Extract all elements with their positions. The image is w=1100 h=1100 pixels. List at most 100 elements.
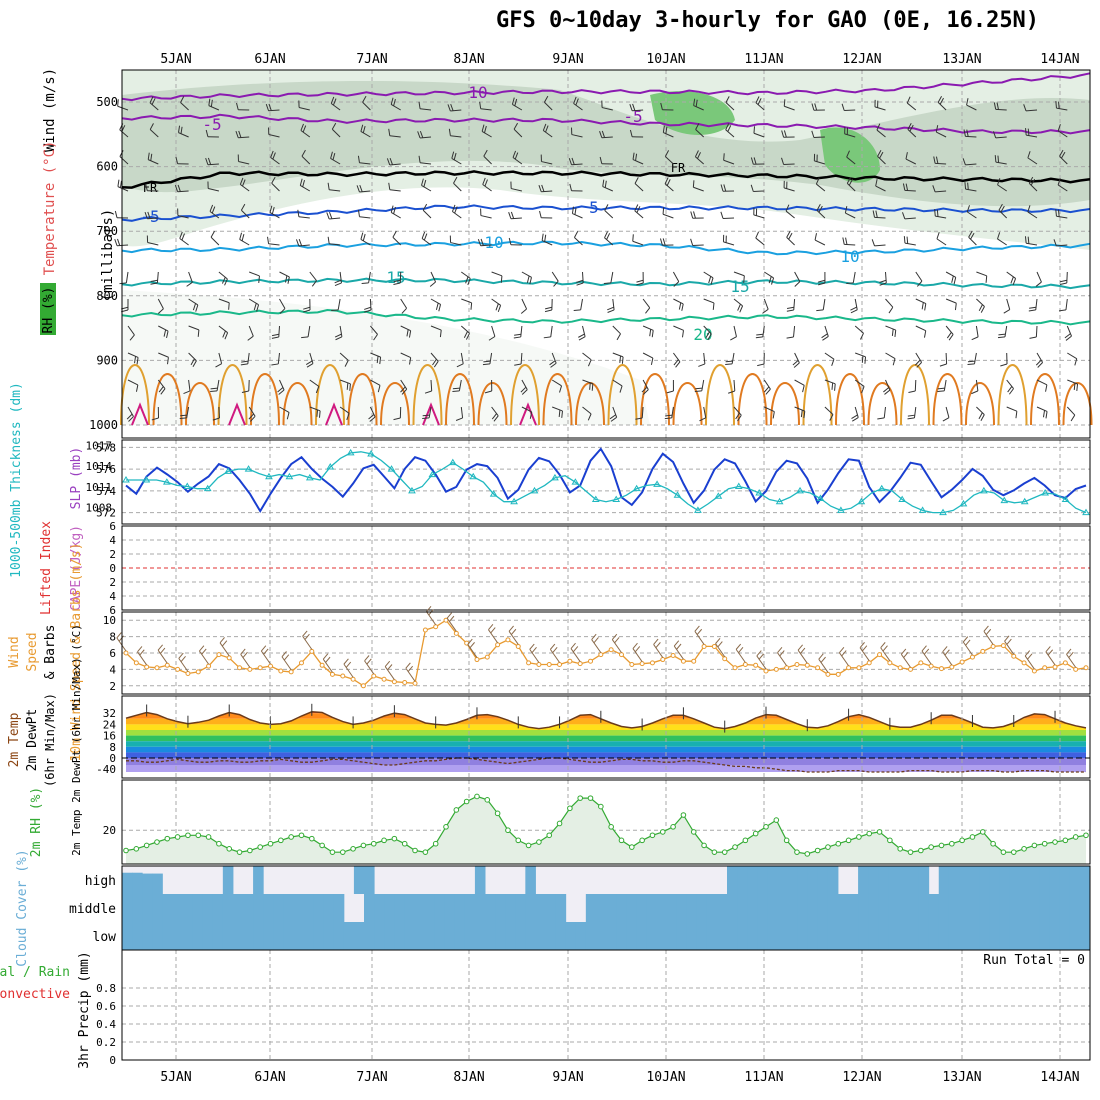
rh-point bbox=[443, 824, 449, 830]
surface-wind-barb bbox=[962, 641, 973, 656]
surface-wind-barb bbox=[591, 639, 602, 653]
wind-barb bbox=[1065, 298, 1068, 310]
wind-barb bbox=[1027, 151, 1031, 159]
wind-speed-point bbox=[216, 652, 222, 658]
wind-barb bbox=[996, 102, 999, 110]
surface-wind-barb bbox=[283, 654, 290, 661]
wind-barb bbox=[240, 203, 246, 211]
wind-speed-point bbox=[980, 648, 986, 654]
cloud-cell bbox=[727, 922, 738, 950]
wind-speed-point bbox=[639, 661, 645, 667]
rh-point bbox=[494, 810, 501, 817]
cloud-cell bbox=[565, 922, 577, 950]
wind-barb bbox=[265, 103, 269, 111]
wind-barb bbox=[188, 379, 191, 391]
wind-speed-point bbox=[938, 666, 944, 672]
slp-axis-label: SLP (mb) bbox=[69, 447, 84, 510]
surface-wind-barb bbox=[240, 648, 246, 655]
wind-barb bbox=[877, 156, 886, 165]
wind-barb bbox=[816, 210, 826, 219]
isotherm-line bbox=[121, 72, 1091, 102]
wind-barb bbox=[364, 306, 372, 310]
wind-barb bbox=[915, 271, 923, 282]
wind-barb bbox=[876, 123, 881, 131]
cloud-cell bbox=[505, 894, 516, 922]
wind-barb bbox=[703, 298, 715, 304]
isotherm-line bbox=[121, 113, 1091, 135]
wind-barb bbox=[192, 360, 197, 368]
wind-barb bbox=[1059, 149, 1064, 157]
cloud-cell bbox=[313, 922, 325, 950]
rh-point bbox=[257, 844, 263, 850]
surface-isotherm bbox=[607, 364, 638, 426]
wind-barb bbox=[228, 302, 230, 310]
wind-barb bbox=[334, 279, 342, 284]
run-total: Run Total = 0 bbox=[983, 953, 1085, 968]
wind-barb bbox=[344, 360, 349, 367]
wind-barb bbox=[129, 334, 135, 341]
wind-barb bbox=[463, 331, 468, 338]
wind-barb bbox=[209, 211, 220, 219]
wind-barb bbox=[852, 271, 856, 283]
wind-barb bbox=[349, 383, 351, 391]
wind-speed-point bbox=[825, 671, 831, 677]
surface-wind-barb bbox=[756, 655, 767, 670]
wind-barb bbox=[180, 102, 189, 111]
wind-speed-point bbox=[381, 676, 387, 682]
wind-barb bbox=[1035, 281, 1042, 287]
wind-barb bbox=[664, 417, 672, 420]
wind-barb bbox=[846, 156, 856, 165]
cloud-cell bbox=[928, 894, 940, 922]
rh-point bbox=[1041, 840, 1048, 847]
surface-isotherm bbox=[640, 373, 670, 426]
lifted-frame bbox=[121, 525, 1091, 611]
wind-barb bbox=[1056, 107, 1068, 111]
wind-barb bbox=[1025, 109, 1038, 112]
wind-barb bbox=[180, 96, 185, 103]
wind-barb bbox=[634, 204, 639, 212]
wind-barb bbox=[785, 210, 795, 219]
wind-barb bbox=[295, 239, 300, 247]
rh-point bbox=[670, 824, 676, 830]
cloud-cell bbox=[424, 894, 436, 922]
wind-barb bbox=[128, 416, 134, 422]
cloud-cell bbox=[727, 866, 738, 894]
wind-barb bbox=[279, 271, 290, 278]
thickness-point bbox=[489, 490, 498, 497]
wind-barb bbox=[980, 414, 985, 422]
cloud-cell bbox=[293, 894, 304, 922]
wind-barb bbox=[945, 325, 954, 335]
wind-barb bbox=[1028, 176, 1034, 184]
wind-barb bbox=[390, 104, 401, 111]
wind-barb bbox=[239, 232, 243, 240]
wind-barb bbox=[753, 126, 756, 134]
wind-barb bbox=[946, 332, 952, 339]
precip-tick-label: 0.4 bbox=[96, 1018, 116, 1031]
surface-wind-barb bbox=[1066, 654, 1077, 668]
wind-barb bbox=[1036, 271, 1042, 283]
wind-barb bbox=[119, 282, 127, 285]
wind-barb bbox=[315, 386, 320, 394]
wind-speed-point bbox=[360, 683, 366, 689]
wind-barb bbox=[824, 325, 829, 337]
wind-barb bbox=[401, 307, 407, 314]
wind-barb bbox=[277, 352, 280, 364]
wind-barb bbox=[327, 236, 330, 244]
wind-barb bbox=[755, 96, 760, 104]
wind-barb bbox=[607, 306, 614, 311]
wind-barb bbox=[286, 412, 290, 420]
wind-barb bbox=[939, 97, 944, 105]
wind-barb bbox=[951, 275, 954, 283]
surface-wind-barb bbox=[139, 649, 145, 656]
wind-barb bbox=[997, 336, 1006, 339]
wind-barb bbox=[238, 161, 250, 165]
wind-barb bbox=[148, 159, 159, 165]
wind-barb bbox=[695, 129, 705, 138]
wind-barb bbox=[1057, 184, 1068, 192]
temp-axis-label: 2m Temp 2m DewPt (6hr Min/Max) (°C) bbox=[70, 624, 83, 856]
wind-barb bbox=[195, 304, 199, 312]
wind-barb bbox=[662, 207, 665, 215]
wind-barb bbox=[1057, 209, 1060, 217]
wind-speed-point bbox=[969, 654, 975, 660]
wind-barb bbox=[393, 206, 396, 214]
